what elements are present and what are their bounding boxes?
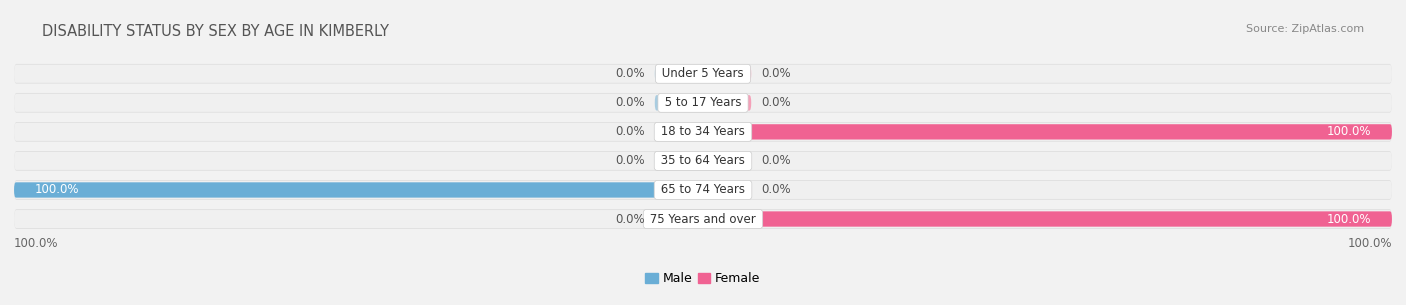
Text: DISABILITY STATUS BY SEX BY AGE IN KIMBERLY: DISABILITY STATUS BY SEX BY AGE IN KIMBE…: [42, 24, 389, 39]
Text: 0.0%: 0.0%: [762, 96, 792, 109]
FancyBboxPatch shape: [14, 181, 1392, 199]
Text: 100.0%: 100.0%: [14, 237, 59, 250]
FancyBboxPatch shape: [14, 209, 1392, 229]
Text: 35 to 64 Years: 35 to 64 Years: [657, 154, 749, 167]
Text: 0.0%: 0.0%: [614, 125, 644, 138]
FancyBboxPatch shape: [703, 153, 751, 169]
FancyBboxPatch shape: [14, 64, 1392, 84]
FancyBboxPatch shape: [703, 66, 751, 81]
FancyBboxPatch shape: [14, 180, 1392, 200]
Text: 0.0%: 0.0%: [614, 213, 644, 225]
FancyBboxPatch shape: [703, 124, 1392, 139]
FancyBboxPatch shape: [14, 65, 1392, 83]
FancyBboxPatch shape: [14, 182, 703, 198]
Text: Under 5 Years: Under 5 Years: [658, 67, 748, 80]
FancyBboxPatch shape: [703, 95, 751, 110]
FancyBboxPatch shape: [655, 95, 703, 110]
Text: 5 to 17 Years: 5 to 17 Years: [661, 96, 745, 109]
FancyBboxPatch shape: [655, 211, 703, 227]
FancyBboxPatch shape: [14, 151, 1392, 171]
Text: 100.0%: 100.0%: [1347, 237, 1392, 250]
FancyBboxPatch shape: [14, 152, 1392, 170]
FancyBboxPatch shape: [14, 122, 1392, 142]
FancyBboxPatch shape: [14, 123, 1392, 141]
Text: 65 to 74 Years: 65 to 74 Years: [657, 184, 749, 196]
Text: 0.0%: 0.0%: [762, 154, 792, 167]
Text: 75 Years and over: 75 Years and over: [647, 213, 759, 225]
FancyBboxPatch shape: [655, 182, 703, 198]
FancyBboxPatch shape: [703, 211, 751, 227]
Text: 0.0%: 0.0%: [614, 154, 644, 167]
Text: 0.0%: 0.0%: [762, 67, 792, 80]
FancyBboxPatch shape: [14, 210, 1392, 228]
FancyBboxPatch shape: [703, 182, 751, 198]
FancyBboxPatch shape: [703, 211, 1392, 227]
Text: 0.0%: 0.0%: [614, 67, 644, 80]
Text: 0.0%: 0.0%: [614, 96, 644, 109]
FancyBboxPatch shape: [14, 93, 1392, 113]
Text: 18 to 34 Years: 18 to 34 Years: [657, 125, 749, 138]
FancyBboxPatch shape: [703, 124, 751, 139]
FancyBboxPatch shape: [14, 94, 1392, 112]
Text: 100.0%: 100.0%: [35, 184, 79, 196]
Text: 0.0%: 0.0%: [762, 184, 792, 196]
Text: 100.0%: 100.0%: [1327, 125, 1371, 138]
Legend: Male, Female: Male, Female: [641, 267, 765, 290]
FancyBboxPatch shape: [655, 153, 703, 169]
FancyBboxPatch shape: [655, 124, 703, 139]
Text: 100.0%: 100.0%: [1327, 213, 1371, 225]
Text: Source: ZipAtlas.com: Source: ZipAtlas.com: [1246, 24, 1364, 34]
FancyBboxPatch shape: [655, 66, 703, 81]
